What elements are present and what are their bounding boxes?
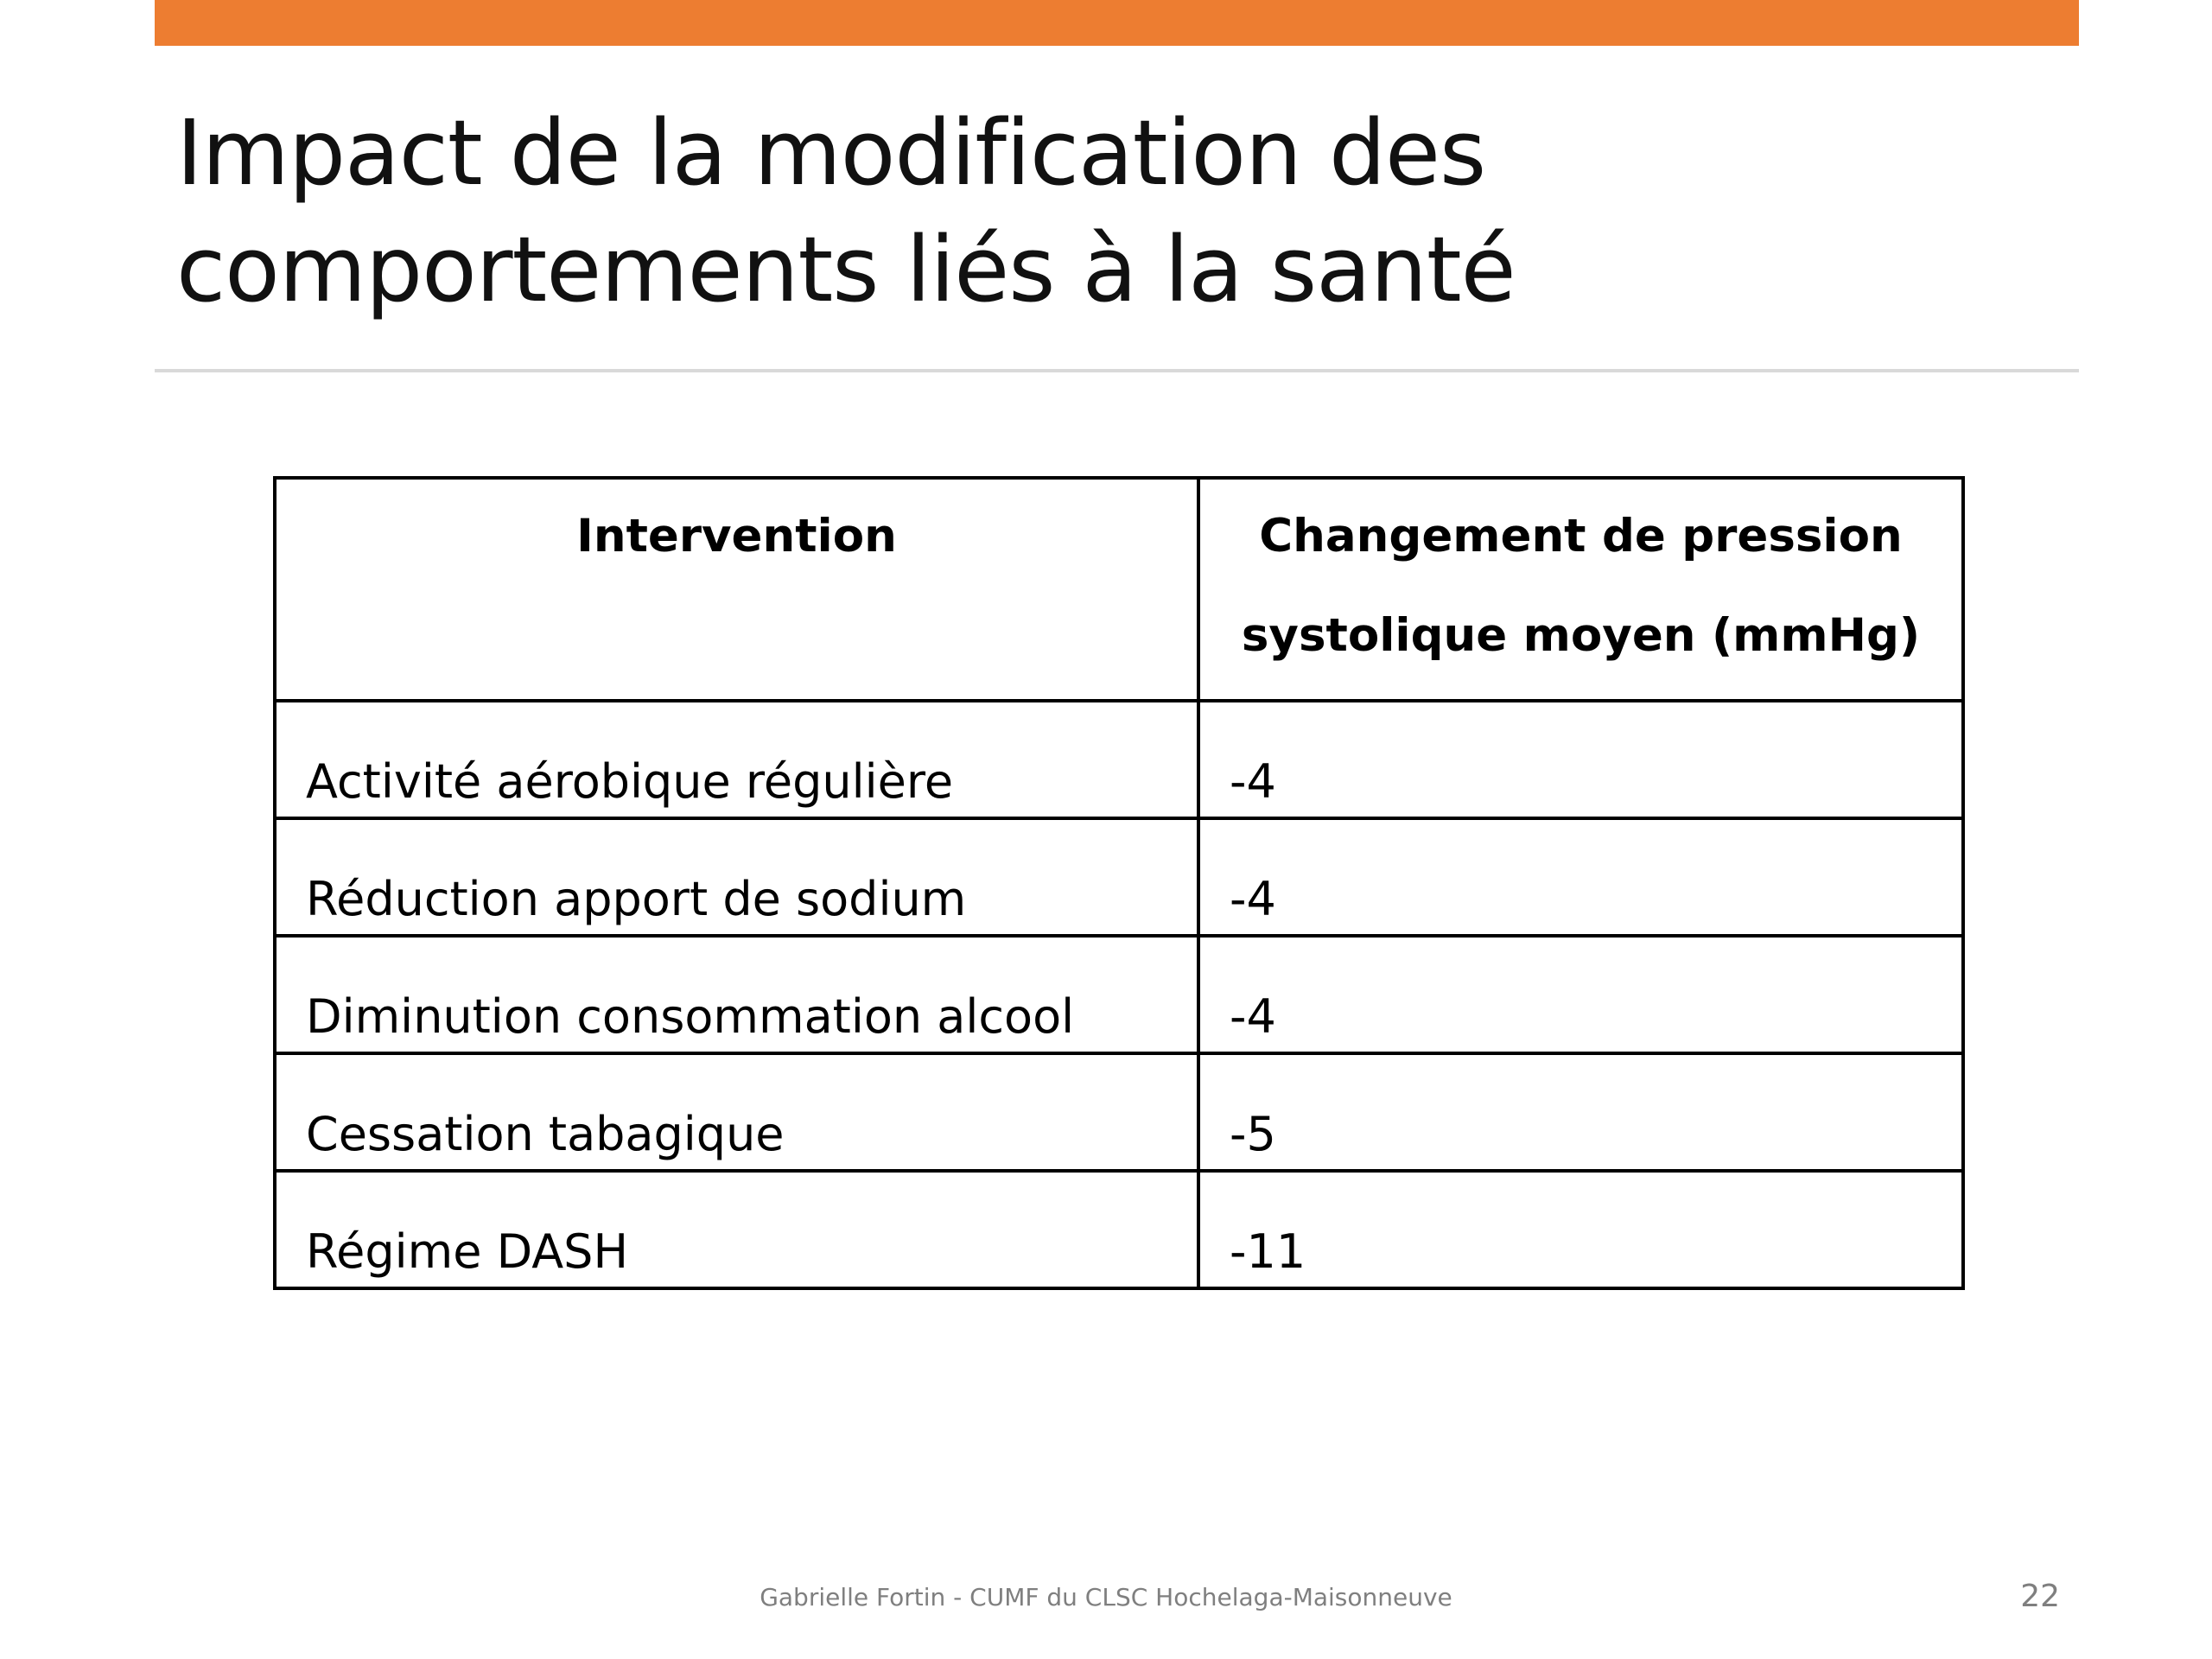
intervention-cell: Diminution consommation alcool xyxy=(273,934,1200,1055)
accent-bar xyxy=(155,0,2079,46)
table-row: Diminution consommation alcool -4 xyxy=(273,934,1965,1055)
intervention-cell: Cessation tabagique xyxy=(273,1052,1200,1173)
table-row: Réduction apport de sodium -4 xyxy=(273,817,1965,938)
table-row: Activité aérobique régulière -4 xyxy=(273,699,1965,820)
slide-footer: Gabrielle Fortin - CUMF du CLSC Hochelag… xyxy=(760,1583,1452,1611)
pressure-change-cell: -4 xyxy=(1197,934,1965,1055)
intervention-cell: Activité aérobique régulière xyxy=(273,699,1200,820)
pressure-change-cell: -5 xyxy=(1197,1052,1965,1173)
pressure-change-cell: -11 xyxy=(1197,1169,1965,1290)
header-intervention: Intervention xyxy=(273,476,1200,702)
interventions-table: Intervention Changement de pression syst… xyxy=(273,476,1965,1290)
page-number: 22 xyxy=(2020,1579,2060,1614)
table-row: Régime DASH -11 xyxy=(273,1169,1965,1290)
slide-title-line-1: Impact de la modification des xyxy=(176,100,1486,206)
intervention-cell: Régime DASH xyxy=(273,1169,1200,1290)
intervention-cell: Réduction apport de sodium xyxy=(273,817,1200,938)
slide-title-line-2: comportements liés à la santé xyxy=(176,217,1516,322)
slide-title: Impact de la modification des comporteme… xyxy=(176,95,1991,328)
table-header-row: Intervention Changement de pression syst… xyxy=(273,476,1965,702)
pressure-change-cell: -4 xyxy=(1197,699,1965,820)
table-row: Cessation tabagique -5 xyxy=(273,1052,1965,1173)
pressure-change-cell: -4 xyxy=(1197,817,1965,938)
title-divider xyxy=(155,369,2079,372)
header-pressure-change: Changement de pression systolique moyen … xyxy=(1197,476,1965,702)
